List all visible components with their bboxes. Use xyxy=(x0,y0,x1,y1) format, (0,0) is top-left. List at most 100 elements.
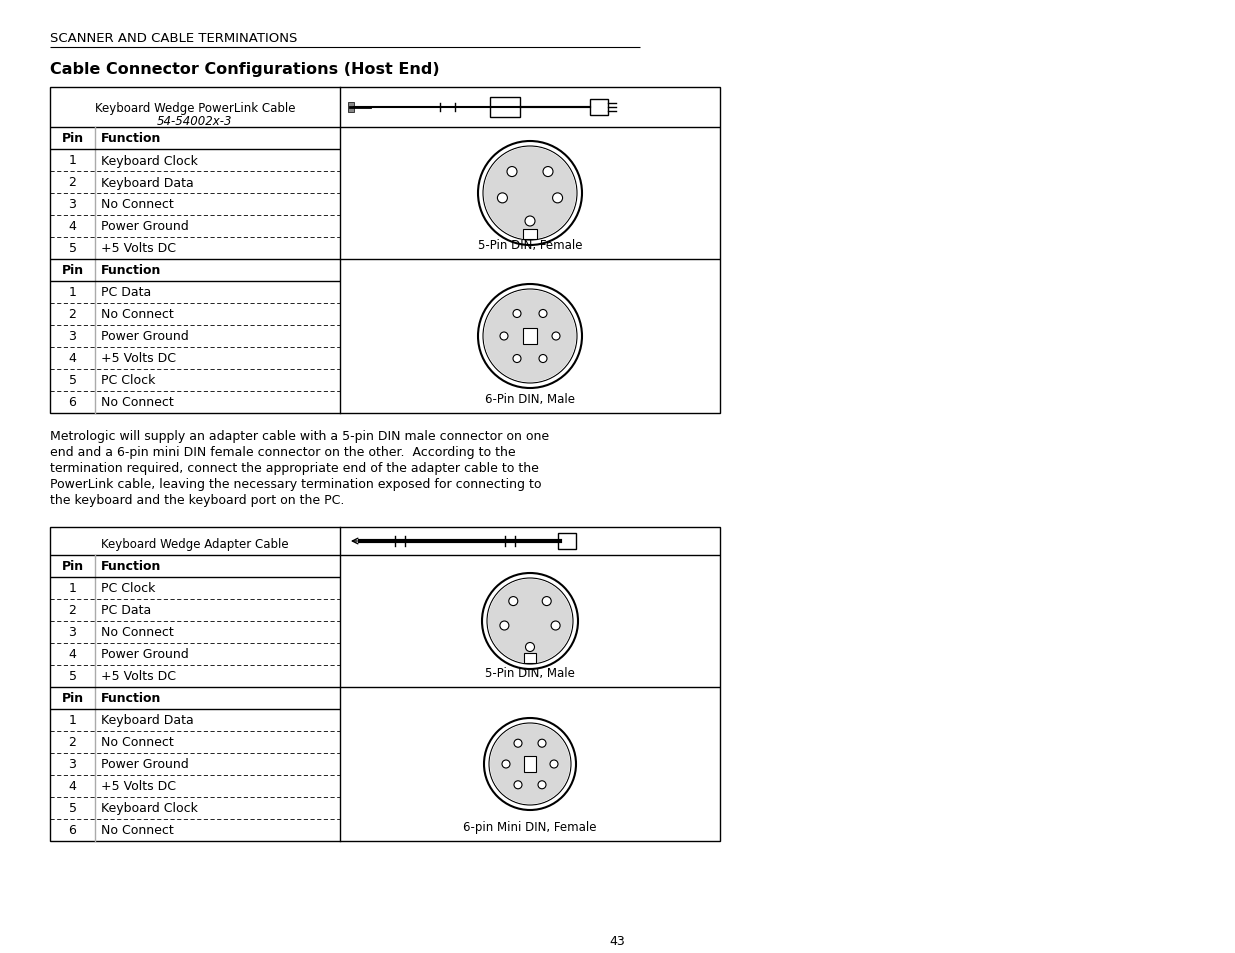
Bar xyxy=(558,534,576,550)
Text: Keyboard Data: Keyboard Data xyxy=(101,176,194,190)
Text: 5: 5 xyxy=(68,242,77,255)
Text: No Connect: No Connect xyxy=(101,736,174,749)
Circle shape xyxy=(543,168,553,177)
Text: 4: 4 xyxy=(69,648,77,660)
Text: 5: 5 xyxy=(68,670,77,682)
Circle shape xyxy=(484,291,576,382)
Circle shape xyxy=(508,168,517,177)
Text: 43: 43 xyxy=(609,934,625,947)
Text: 6: 6 xyxy=(69,396,77,409)
Bar xyxy=(524,654,536,663)
Text: No Connect: No Connect xyxy=(101,308,174,321)
Text: Pin: Pin xyxy=(62,560,84,573)
Text: 3: 3 xyxy=(69,198,77,212)
Circle shape xyxy=(551,621,561,630)
Circle shape xyxy=(514,781,522,789)
Bar xyxy=(490,98,520,118)
Text: Cable Connector Configurations (Host End): Cable Connector Configurations (Host End… xyxy=(49,62,440,77)
Circle shape xyxy=(538,355,547,363)
Circle shape xyxy=(488,579,572,663)
Text: 5-Pin DIN, Female: 5-Pin DIN, Female xyxy=(478,239,582,252)
Circle shape xyxy=(509,597,517,606)
Text: Keyboard Wedge Adapter Cable: Keyboard Wedge Adapter Cable xyxy=(101,537,289,551)
Circle shape xyxy=(513,310,521,318)
Text: Power Ground: Power Ground xyxy=(101,648,189,660)
Text: Keyboard Clock: Keyboard Clock xyxy=(101,154,198,168)
Text: 1: 1 xyxy=(69,582,77,595)
Circle shape xyxy=(500,333,508,340)
Text: Power Ground: Power Ground xyxy=(101,330,189,343)
Text: Power Ground: Power Ground xyxy=(101,758,189,771)
Circle shape xyxy=(538,310,547,318)
Text: 6-pin Mini DIN, Female: 6-pin Mini DIN, Female xyxy=(463,821,597,833)
Text: PC Data: PC Data xyxy=(101,286,151,299)
Circle shape xyxy=(484,148,576,240)
Text: PC Clock: PC Clock xyxy=(101,582,156,595)
Bar xyxy=(524,757,536,772)
Text: 6-Pin DIN, Male: 6-Pin DIN, Male xyxy=(485,393,576,406)
Text: No Connect: No Connect xyxy=(101,626,174,639)
Bar xyxy=(49,88,720,414)
Circle shape xyxy=(552,333,559,340)
Text: end and a 6-pin mini DIN female connector on the other.  According to the: end and a 6-pin mini DIN female connecto… xyxy=(49,446,516,458)
Text: 5: 5 xyxy=(68,375,77,387)
Text: 1: 1 xyxy=(69,154,77,168)
Text: +5 Volts DC: +5 Volts DC xyxy=(101,242,177,255)
Text: Keyboard Wedge PowerLink Cable: Keyboard Wedge PowerLink Cable xyxy=(95,102,295,115)
Circle shape xyxy=(501,760,510,768)
Text: 2: 2 xyxy=(69,736,77,749)
Circle shape xyxy=(550,760,558,768)
Text: Pin: Pin xyxy=(62,132,84,146)
Text: 4: 4 xyxy=(69,780,77,793)
Text: termination required, connect the appropriate end of the adapter cable to the: termination required, connect the approp… xyxy=(49,461,538,475)
Text: Keyboard Clock: Keyboard Clock xyxy=(101,801,198,815)
Bar xyxy=(49,527,720,841)
Text: 3: 3 xyxy=(69,758,77,771)
Text: PC Data: PC Data xyxy=(101,604,151,617)
Text: 4: 4 xyxy=(69,352,77,365)
Circle shape xyxy=(500,621,509,630)
Text: 2: 2 xyxy=(69,308,77,321)
Circle shape xyxy=(490,724,571,804)
Circle shape xyxy=(526,643,535,652)
Text: Keyboard Data: Keyboard Data xyxy=(101,714,194,727)
Text: 5: 5 xyxy=(68,801,77,815)
Text: 1: 1 xyxy=(69,714,77,727)
Text: +5 Volts DC: +5 Volts DC xyxy=(101,352,177,365)
Text: 4: 4 xyxy=(69,220,77,233)
Text: Metrologic will supply an adapter cable with a 5-pin DIN male connector on one: Metrologic will supply an adapter cable … xyxy=(49,430,550,442)
Text: SCANNER AND CABLE TERMINATIONS: SCANNER AND CABLE TERMINATIONS xyxy=(49,32,298,45)
Text: Function: Function xyxy=(101,560,162,573)
Text: 3: 3 xyxy=(69,330,77,343)
Text: the keyboard and the keyboard port on the PC.: the keyboard and the keyboard port on th… xyxy=(49,494,345,506)
Text: 54-54002x-3: 54-54002x-3 xyxy=(157,115,232,128)
Text: No Connect: No Connect xyxy=(101,198,174,212)
Bar xyxy=(522,230,537,240)
Text: Power Ground: Power Ground xyxy=(101,220,189,233)
Text: No Connect: No Connect xyxy=(101,823,174,837)
Text: Pin: Pin xyxy=(62,264,84,277)
Text: No Connect: No Connect xyxy=(101,396,174,409)
Text: 2: 2 xyxy=(69,604,77,617)
Circle shape xyxy=(538,781,546,789)
Text: PC Clock: PC Clock xyxy=(101,375,156,387)
Circle shape xyxy=(525,216,535,227)
Text: Function: Function xyxy=(101,132,162,146)
Bar xyxy=(590,100,608,116)
Text: 5-Pin DIN, Male: 5-Pin DIN, Male xyxy=(485,666,576,679)
Text: 3: 3 xyxy=(69,626,77,639)
Text: Function: Function xyxy=(101,264,162,277)
Text: 2: 2 xyxy=(69,176,77,190)
Bar xyxy=(348,103,354,112)
Circle shape xyxy=(538,740,546,747)
Text: +5 Volts DC: +5 Volts DC xyxy=(101,670,177,682)
Text: +5 Volts DC: +5 Volts DC xyxy=(101,780,177,793)
Circle shape xyxy=(552,193,563,204)
Text: 6: 6 xyxy=(69,823,77,837)
Circle shape xyxy=(514,740,522,747)
Text: PowerLink cable, leaving the necessary termination exposed for connecting to: PowerLink cable, leaving the necessary t… xyxy=(49,477,541,491)
Circle shape xyxy=(498,193,508,204)
Text: Function: Function xyxy=(101,692,162,705)
Text: 1: 1 xyxy=(69,286,77,299)
Text: Pin: Pin xyxy=(62,692,84,705)
